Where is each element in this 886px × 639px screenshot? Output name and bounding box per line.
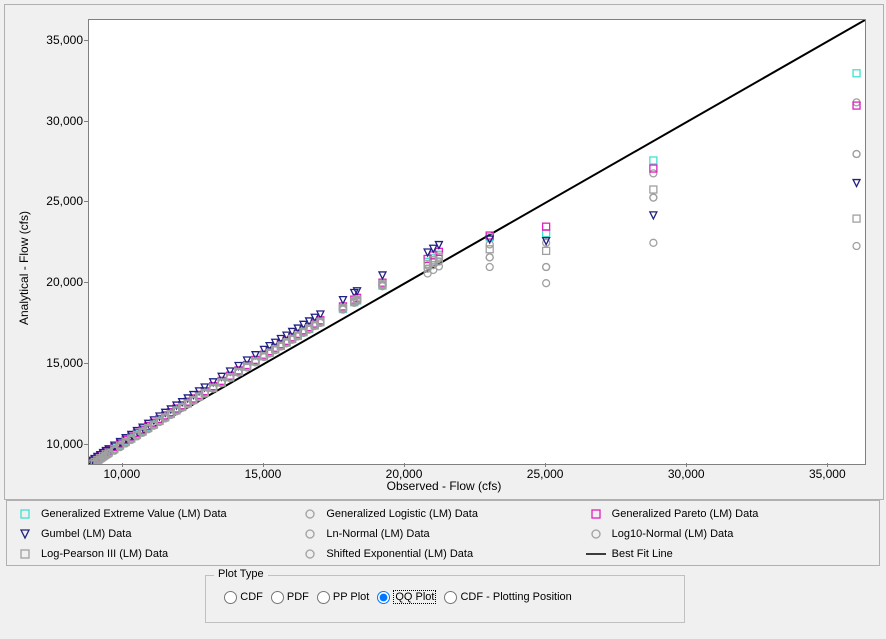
legend-marker-icon [586,507,606,521]
plot-type-label: QQ Plot [393,590,436,604]
x-tick-label: 30,000 [656,467,716,481]
legend-marker-icon [15,527,35,541]
plot-type-option[interactable]: CDF [224,591,263,604]
legend-label: Log-Pearson III (LM) Data [41,548,168,560]
legend-item: Generalized Extreme Value (LM) Data [15,505,300,523]
plot-type-label: CDF [240,591,263,603]
y-tick-label: 15,000 [43,356,83,370]
legend-label: Gumbel (LM) Data [41,528,131,540]
legend-marker-icon [300,507,320,521]
legend-label: Generalized Logistic (LM) Data [326,508,478,520]
y-tick-label: 10,000 [43,437,83,451]
plot-type-label: PP Plot [333,591,370,603]
legend-label: Generalized Pareto (LM) Data [612,508,759,520]
legend-item: Log10-Normal (LM) Data [586,525,871,543]
legend-item: Gumbel (LM) Data [15,525,300,543]
plot-type-option[interactable]: QQ Plot [377,590,436,604]
plot-type-option[interactable]: CDF - Plotting Position [444,591,571,604]
plot-type-group: Plot Type CDFPDFPP PlotQQ PlotCDF - Plot… [205,575,685,623]
legend-marker-icon [586,547,606,561]
legend-item: Ln-Normal (LM) Data [300,525,585,543]
legend-item: Shifted Exponential (LM) Data [300,545,585,563]
plot-type-option[interactable]: PDF [271,591,309,604]
plot-type-title: Plot Type [214,568,268,580]
legend-item: Generalized Logistic (LM) Data [300,505,585,523]
legend-label: Log10-Normal (LM) Data [612,528,734,540]
plot-type-radio[interactable] [317,591,330,604]
legend-label: Best Fit Line [612,548,673,560]
x-tick-label: 25,000 [515,467,575,481]
y-tick-label: 35,000 [43,33,83,47]
x-tick-label: 10,000 [92,467,152,481]
plot-type-option[interactable]: PP Plot [317,591,370,604]
y-tick-label: 30,000 [43,114,83,128]
plot-type-radio[interactable] [224,591,237,604]
plot-type-radio[interactable] [271,591,284,604]
x-tick-label: 15,000 [233,467,293,481]
legend-marker-icon [300,527,320,541]
y-tick-label: 25,000 [43,194,83,208]
plot-area [88,19,866,465]
legend-label: Ln-Normal (LM) Data [326,528,429,540]
legend: Generalized Extreme Value (LM) Data Gener… [6,500,880,566]
chart-container: Analytical - Flow (cfs) Observed - Flow … [4,4,884,500]
legend-label: Generalized Extreme Value (LM) Data [41,508,227,520]
legend-item: Best Fit Line [586,545,871,563]
legend-marker-icon [300,547,320,561]
legend-marker-icon [586,527,606,541]
plot-type-label: PDF [287,591,309,603]
x-tick-label: 20,000 [374,467,434,481]
legend-item: Log-Pearson III (LM) Data [15,545,300,563]
legend-marker-icon [15,507,35,521]
x-axis-label: Observed - Flow (cfs) [5,479,883,493]
legend-item: Generalized Pareto (LM) Data [586,505,871,523]
legend-marker-icon [15,547,35,561]
x-tick-label: 35,000 [797,467,857,481]
y-tick-label: 20,000 [43,275,83,289]
plot-type-radio[interactable] [377,591,390,604]
plot-svg [89,20,865,464]
y-axis-label: Analytical - Flow (cfs) [17,211,31,325]
legend-label: Shifted Exponential (LM) Data [326,548,473,560]
plot-type-radio[interactable] [444,591,457,604]
plot-type-label: CDF - Plotting Position [460,591,571,603]
